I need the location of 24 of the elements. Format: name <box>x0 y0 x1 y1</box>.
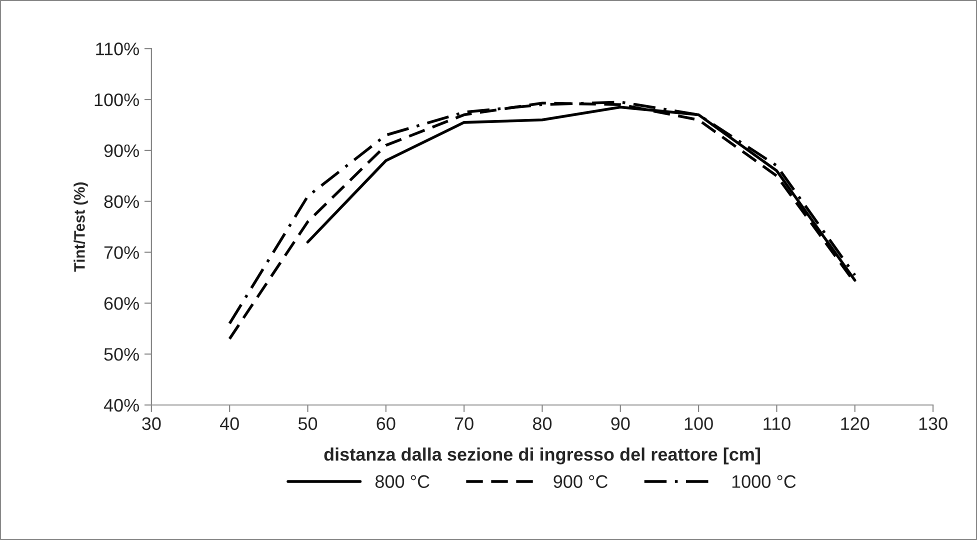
y-tick-label: 60% <box>104 297 139 310</box>
x-tick-label: 60 <box>376 417 396 430</box>
legend-label: 1000 °C <box>732 475 796 488</box>
x-tick-label: 90 <box>611 417 630 430</box>
legend-label: 800 °C <box>375 475 430 488</box>
x-tick-label: 30 <box>142 417 161 430</box>
y-tick-label: 90% <box>104 144 139 158</box>
y-tick-label: 40% <box>104 398 139 412</box>
y-axis-title: Tint/Test (%) <box>74 182 88 272</box>
y-tick-label: 110% <box>96 42 139 56</box>
legend-label: 900 °C <box>554 475 608 488</box>
x-tick-label: 130 <box>919 417 948 430</box>
x-axis-title: distanza dalla sezione di ingresso del reattore [cm] <box>324 448 760 464</box>
x-tick-label: 50 <box>298 417 318 430</box>
y-tick-label: 100% <box>94 93 139 106</box>
x-tick-label: 40 <box>220 417 239 430</box>
y-tick-label: 50% <box>104 348 139 361</box>
y-tick-label: 80% <box>104 195 139 208</box>
x-tick-label: 80 <box>532 417 552 430</box>
x-tick-label: 100 <box>684 417 713 430</box>
y-tick-label: 70% <box>104 246 139 259</box>
x-tick-label: 120 <box>841 417 870 430</box>
x-tick-label: 110 <box>764 417 790 430</box>
x-tick-label: 70 <box>454 417 474 430</box>
